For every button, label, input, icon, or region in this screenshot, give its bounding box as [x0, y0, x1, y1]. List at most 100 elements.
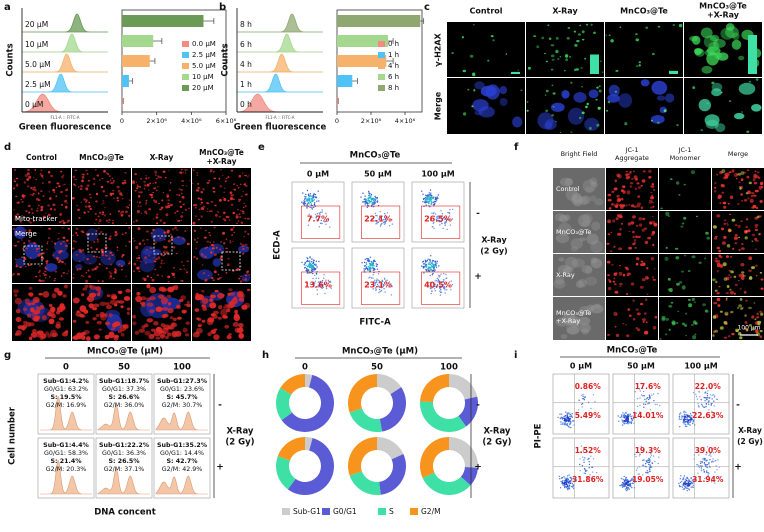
- event-dot: [711, 477, 713, 479]
- event-dot: [425, 204, 427, 206]
- micrograph-spot: [30, 208, 33, 211]
- micrograph-spot: [47, 204, 50, 207]
- event-dot: [306, 207, 308, 209]
- event-dot: [450, 280, 452, 282]
- flow-plot: [351, 247, 405, 309]
- micrograph-spot: [228, 219, 231, 221]
- micrograph-spot: [210, 251, 213, 254]
- micrograph-spot: [566, 321, 580, 335]
- micrograph-spot: [733, 236, 739, 240]
- donut-segment: [379, 453, 407, 495]
- event-dot: [648, 457, 650, 460]
- event-dot: [626, 488, 629, 490]
- micrograph-spot: [225, 238, 228, 240]
- micrograph-spot: [726, 224, 729, 226]
- event-dot: [680, 412, 682, 414]
- event-dot: [314, 202, 316, 204]
- micrograph-spot: [233, 296, 238, 301]
- micrograph-spot: [67, 270, 70, 272]
- event-dot: [642, 387, 644, 390]
- micrograph-spot: [740, 193, 743, 196]
- micrograph-spot: [218, 177, 221, 180]
- event-dot: [436, 277, 438, 279]
- event-dot: [679, 481, 682, 484]
- micrograph-spot: [613, 311, 618, 316]
- micrograph-spot: [723, 336, 728, 339]
- micrograph-spot: [635, 308, 639, 311]
- event-dot: [715, 465, 717, 467]
- micrograph-spot: [196, 257, 199, 260]
- event-dot: [381, 280, 384, 283]
- micrograph-spot: [202, 205, 206, 208]
- micrograph-spot: [72, 196, 74, 198]
- donut-segment: [347, 437, 377, 476]
- micrograph-spot: [55, 310, 60, 315]
- event-dot: [706, 392, 708, 395]
- event-dot: [568, 484, 570, 486]
- side-label: X-Ray: [481, 236, 507, 245]
- column-header: Monomer: [670, 154, 701, 162]
- event-dot: [579, 463, 581, 466]
- micrograph-spot: [77, 186, 80, 188]
- micrograph-spot: [668, 304, 673, 308]
- micrograph-spot: [171, 272, 175, 276]
- event-dot: [588, 463, 591, 466]
- micrograph-spot: [653, 268, 656, 270]
- event-dot: [708, 397, 710, 399]
- micrograph-spot: [719, 202, 722, 204]
- micrograph-spot: [738, 55, 745, 61]
- event-dot: [375, 281, 377, 284]
- event-dot: [316, 293, 319, 295]
- micrograph-spot: [678, 281, 683, 284]
- donut-segment: [287, 438, 334, 495]
- micrograph-spot: [632, 318, 636, 321]
- event-dot: [430, 219, 432, 222]
- event-dot: [569, 420, 571, 423]
- micrograph-spot: [629, 247, 632, 250]
- event-dot: [686, 480, 688, 482]
- micrograph-spot: [512, 116, 523, 128]
- event-dot: [429, 194, 432, 196]
- event-dot: [376, 283, 379, 286]
- micrograph-spot: [194, 203, 198, 207]
- gate-percent: 40.5%: [424, 281, 452, 290]
- histogram-label: 8 h: [240, 20, 252, 29]
- event-dot: [431, 263, 433, 265]
- micrograph: [712, 297, 764, 340]
- micrograph-spot: [136, 201, 139, 203]
- micrograph-spot: [60, 203, 64, 206]
- micrograph-spot: [112, 189, 115, 192]
- micrograph-spot: [74, 179, 76, 181]
- micrograph-spot: [564, 70, 566, 72]
- micrograph-spot: [543, 52, 546, 55]
- micrograph-spot: [229, 240, 232, 242]
- micrograph-spot: [600, 60, 602, 62]
- micrograph-spot: [164, 239, 166, 241]
- micrograph-spot: [698, 98, 711, 112]
- micrograph-spot: [732, 247, 735, 250]
- event-dot: [621, 482, 624, 484]
- micrograph-spot: [756, 312, 759, 316]
- event-dot: [364, 199, 367, 201]
- event-dot: [374, 199, 377, 201]
- event-dot: [313, 199, 315, 201]
- event-dot: [690, 486, 692, 488]
- micrograph-spot: [23, 181, 26, 184]
- column-header: 100 μM: [684, 362, 717, 371]
- event-dot: [572, 486, 574, 488]
- micrograph-spot: [153, 257, 155, 259]
- micrograph-spot: [85, 199, 88, 202]
- event-dot: [656, 403, 658, 406]
- event-dot: [621, 483, 623, 486]
- micrograph-spot: [545, 109, 549, 113]
- event-dot: [367, 258, 369, 260]
- event-dot: [643, 395, 646, 397]
- micrograph-spot: [123, 179, 127, 182]
- micrograph-spot: [18, 215, 21, 219]
- event-dot: [705, 464, 707, 466]
- micrograph-spot: [101, 280, 104, 283]
- micrograph-spot: [33, 298, 40, 303]
- phase-stat: S: 26.6%: [108, 394, 140, 401]
- micrograph-spot: [179, 268, 182, 271]
- event-dot: [586, 450, 588, 453]
